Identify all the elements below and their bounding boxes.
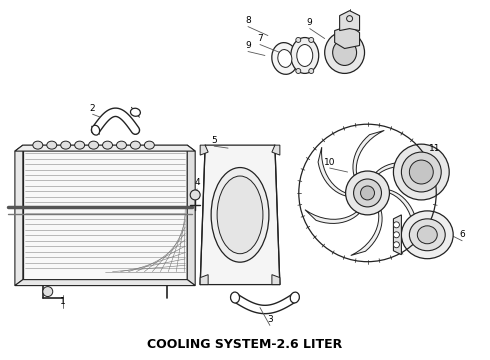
Ellipse shape <box>211 167 269 262</box>
Ellipse shape <box>409 219 445 251</box>
Polygon shape <box>389 190 417 239</box>
Ellipse shape <box>130 141 141 149</box>
Ellipse shape <box>130 108 140 116</box>
Text: 5: 5 <box>211 136 217 145</box>
Text: 2: 2 <box>90 104 96 113</box>
Circle shape <box>401 152 441 192</box>
Ellipse shape <box>291 37 318 73</box>
Polygon shape <box>340 11 360 31</box>
Ellipse shape <box>74 141 85 149</box>
Polygon shape <box>318 147 346 196</box>
Ellipse shape <box>290 292 299 303</box>
Text: 6: 6 <box>459 230 465 239</box>
Text: 4: 4 <box>195 179 200 188</box>
Polygon shape <box>200 145 208 155</box>
Polygon shape <box>15 280 195 285</box>
Circle shape <box>345 171 390 215</box>
Polygon shape <box>15 145 195 151</box>
Circle shape <box>309 68 314 73</box>
Polygon shape <box>200 275 208 285</box>
Circle shape <box>393 232 399 238</box>
Ellipse shape <box>417 226 437 244</box>
Polygon shape <box>376 162 430 176</box>
Text: 8: 8 <box>245 16 251 25</box>
Polygon shape <box>393 215 401 255</box>
Ellipse shape <box>89 141 98 149</box>
Polygon shape <box>200 145 280 285</box>
Ellipse shape <box>325 32 365 73</box>
Ellipse shape <box>272 42 298 74</box>
Ellipse shape <box>333 40 357 66</box>
Text: 7: 7 <box>257 34 263 43</box>
Ellipse shape <box>231 292 240 303</box>
Ellipse shape <box>92 125 99 135</box>
Text: 3: 3 <box>267 315 273 324</box>
Polygon shape <box>351 210 382 256</box>
Circle shape <box>393 144 449 200</box>
Text: 1: 1 <box>60 297 66 306</box>
Text: 9: 9 <box>245 41 251 50</box>
Circle shape <box>354 179 382 207</box>
Circle shape <box>43 287 53 297</box>
Circle shape <box>361 186 374 200</box>
Circle shape <box>346 15 353 22</box>
Polygon shape <box>23 145 187 280</box>
Text: 10: 10 <box>324 158 336 167</box>
Circle shape <box>393 242 399 248</box>
Ellipse shape <box>33 141 43 149</box>
Polygon shape <box>272 275 280 285</box>
Circle shape <box>190 190 200 200</box>
Circle shape <box>296 68 301 73</box>
Polygon shape <box>353 130 384 176</box>
Circle shape <box>309 37 314 42</box>
Polygon shape <box>187 145 195 285</box>
Polygon shape <box>335 26 360 49</box>
Ellipse shape <box>102 141 113 149</box>
Text: 11: 11 <box>429 144 440 153</box>
Ellipse shape <box>401 211 453 259</box>
Text: COOLING SYSTEM-2.6 LITER: COOLING SYSTEM-2.6 LITER <box>147 338 343 351</box>
Ellipse shape <box>47 141 57 149</box>
Circle shape <box>393 222 399 228</box>
Ellipse shape <box>117 141 126 149</box>
Ellipse shape <box>61 141 71 149</box>
Circle shape <box>296 37 301 42</box>
Polygon shape <box>15 145 23 285</box>
Polygon shape <box>272 145 280 155</box>
Ellipse shape <box>278 50 292 67</box>
Ellipse shape <box>217 176 263 254</box>
Ellipse shape <box>297 45 313 67</box>
Circle shape <box>409 160 433 184</box>
Text: 9: 9 <box>307 18 313 27</box>
Ellipse shape <box>145 141 154 149</box>
Polygon shape <box>305 210 359 224</box>
